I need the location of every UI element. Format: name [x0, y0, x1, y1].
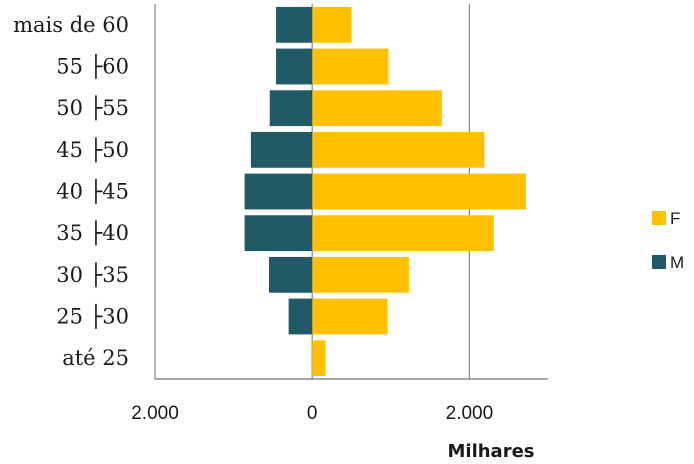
legend-swatch-f — [652, 211, 666, 225]
bar-f-6 — [312, 256, 409, 293]
category-label: 30 ├35 — [56, 262, 129, 288]
bar-m-4 — [244, 173, 313, 210]
bar-m-2 — [269, 90, 313, 127]
bar-f-3 — [312, 131, 485, 168]
bar-m-6 — [268, 256, 313, 293]
x-tick-label: 2.000 — [446, 403, 494, 424]
bar-m-1 — [276, 48, 313, 85]
x-axis-title: Milhares — [447, 441, 534, 462]
category-labels: mais de 60 55 ├60 50 ├55 45 ├50 40 ├45 35 ├40… — [13, 13, 129, 370]
category-label: 55 ├60 — [56, 54, 129, 80]
bar-m-7 — [288, 298, 313, 335]
x-tick-label: 2.000 — [131, 403, 179, 424]
bar-f-8 — [312, 340, 326, 377]
category-label: 45 ├50 — [56, 137, 129, 163]
legend-swatch-m — [652, 255, 666, 269]
category-label: até 25 — [62, 346, 129, 370]
bar-m-3 — [250, 131, 313, 168]
category-label: 25 ├30 — [56, 304, 129, 330]
bar-m-0 — [276, 6, 313, 43]
legend: FM — [652, 209, 684, 272]
category-label: mais de 60 — [13, 13, 129, 37]
bar-f-5 — [312, 215, 494, 252]
bar-f-2 — [312, 90, 442, 127]
category-label: 35 ├40 — [56, 220, 129, 246]
bar-m-5 — [244, 215, 313, 252]
legend-label-m: M — [670, 253, 684, 272]
bar-f-0 — [312, 6, 352, 43]
category-label: 40 ├45 — [56, 179, 129, 205]
legend-label-f: F — [670, 209, 680, 228]
bar-f-4 — [312, 173, 526, 210]
bar-f-1 — [312, 48, 389, 85]
bars — [244, 6, 526, 377]
category-label: 50 ├55 — [56, 95, 129, 121]
x-tick-labels: 2.000 0 2.000 — [131, 403, 493, 424]
x-tick-label: 0 — [307, 403, 318, 424]
bar-f-7 — [312, 298, 388, 335]
